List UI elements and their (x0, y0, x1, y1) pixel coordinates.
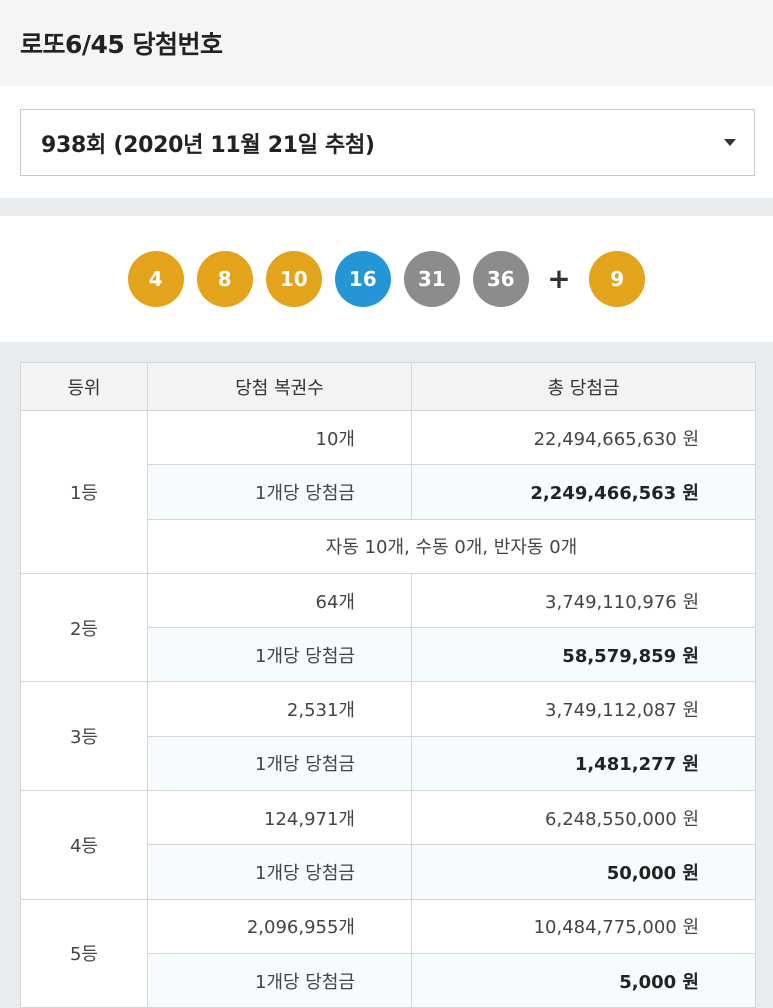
rank-cell: 2등 (20, 572, 148, 683)
table-row: 1개당 당첨금 1,481,277 원 (21, 735, 756, 792)
total-prize: 22,494,665,630 원 (411, 409, 756, 466)
total-prize: 3,749,110,976 원 (411, 572, 756, 629)
table-row: 1개당 당첨금 5,000 원 (21, 952, 756, 1008)
rank-cell: 3등 (20, 681, 148, 792)
winning-numbers: 4 8 10 16 31 36 +9 (0, 216, 773, 342)
total-prize: 3,749,112,087 원 (411, 681, 756, 737)
table-row: 자동 10개, 수동 0개, 반자동 0개 (21, 518, 756, 574)
winner-count: 2,531개 (147, 681, 412, 737)
per-ticket-label: 1개당 당첨금 (147, 735, 412, 792)
table-row: 1개당 당첨금 58,579,859 원 (21, 627, 756, 683)
winner-count: 10개 (147, 409, 412, 466)
table-row: 3등 2,531개 3,749,112,087 원 (20, 681, 756, 792)
rank-cell: 1등 (20, 410, 148, 574)
per-ticket-label: 1개당 당첨금 (147, 627, 412, 683)
purchase-type-note: 자동 10개, 수동 0개, 반자동 0개 (147, 518, 756, 574)
number-ball: 8 (196, 251, 253, 307)
prize-table-section: 등위 당첨 복권수 총 당첨금 1등 10개 22,494,665,630 원 1개당… (0, 342, 773, 1008)
winner-count: 124,971개 (147, 790, 412, 846)
page-title: 로또6/45 당첨번호 (20, 30, 223, 59)
rank-cell: 5등 (20, 898, 148, 1008)
table-header-row: 등위 당첨 복권수 총 당첨금 (20, 362, 756, 411)
rank-cell: 4등 (20, 790, 148, 900)
plus-sign: + (547, 262, 571, 295)
number-ball: 31 (403, 251, 460, 307)
draw-round-value: 938회 (2020년 11월 21일 추첨) (41, 132, 375, 158)
total-prize: 10,484,775,000 원 (411, 898, 756, 954)
per-ticket-prize: 50,000 원 (411, 844, 756, 900)
per-ticket-label: 1개당 당첨금 (147, 464, 412, 520)
number-ball: 10 (265, 251, 322, 307)
number-ball: 36 (472, 251, 529, 307)
per-ticket-label: 1개당 당첨금 (147, 952, 412, 1008)
header-count: 당첨 복권수 (147, 362, 412, 411)
per-ticket-prize: 2,249,466,563 원 (411, 464, 756, 520)
header-rank: 등위 (20, 362, 148, 411)
number-ball: 4 (127, 251, 184, 307)
total-prize: 6,248,550,000 원 (411, 790, 756, 846)
page-header: 로또6/45 당첨번호 (0, 0, 773, 86)
table-row: 1개당 당첨금 2,249,466,563 원 (21, 464, 756, 520)
header-total: 총 당첨금 (411, 362, 756, 411)
number-ball: 16 (334, 251, 391, 307)
winner-count: 2,096,955개 (147, 898, 412, 954)
table-row: 2등 64개 3,749,110,976 원 (20, 572, 756, 683)
prize-table: 등위 당첨 복권수 총 당첨금 1등 10개 22,494,665,630 원 1개당… (20, 362, 756, 1008)
draw-select-section: 938회 (2020년 11월 21일 추첨) (0, 86, 773, 198)
per-ticket-prize: 5,000 원 (411, 952, 756, 1008)
winner-count: 64개 (147, 572, 412, 629)
bonus-ball: 9 (589, 251, 646, 307)
draw-round-select[interactable]: 938회 (2020년 11월 21일 추첨) (20, 109, 755, 176)
per-ticket-prize: 1,481,277 원 (411, 735, 756, 792)
table-row: 4등 124,971개 6,248,550,000 원 (20, 790, 756, 900)
table-row: 1개당 당첨금 50,000 원 (21, 844, 756, 900)
per-ticket-label: 1개당 당첨금 (147, 844, 412, 900)
per-ticket-prize: 58,579,859 원 (411, 627, 756, 683)
table-row: 1등 10개 22,494,665,630 원 (20, 409, 756, 574)
caret-down-icon (724, 139, 736, 146)
table-row: 5등 2,096,955개 10,484,775,000 원 (20, 898, 756, 1008)
